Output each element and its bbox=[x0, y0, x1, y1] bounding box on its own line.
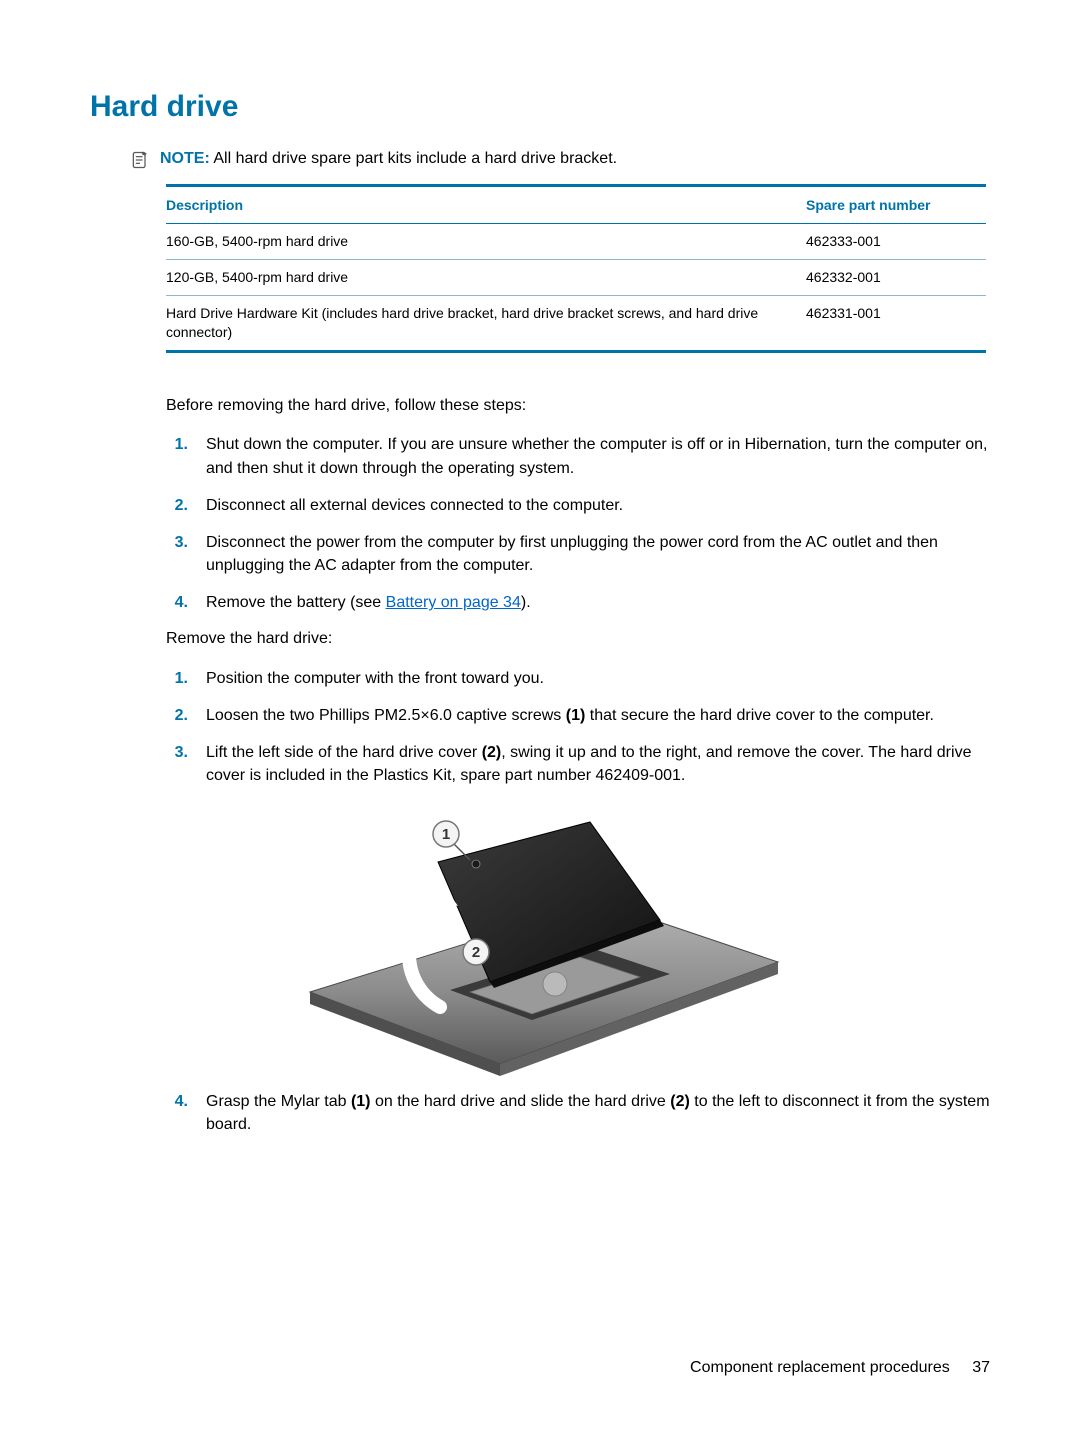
table-cell-num: 462331-001 bbox=[806, 296, 986, 352]
table-row: 160-GB, 5400-rpm hard drive 462333-001 bbox=[166, 224, 986, 260]
page-footer: Component replacement procedures 37 bbox=[690, 1359, 990, 1377]
prep-steps-list: 1. Shut down the computer. If you are un… bbox=[166, 433, 990, 614]
note-label: NOTE: bbox=[160, 150, 210, 167]
note-text: NOTE: All hard drive spare part kits inc… bbox=[160, 148, 617, 170]
table-cell-num: 462332-001 bbox=[806, 260, 986, 296]
table-row: Hard Drive Hardware Kit (includes hard d… bbox=[166, 296, 986, 352]
step-text: Disconnect all external devices connecte… bbox=[206, 494, 990, 517]
list-item: 1. Shut down the computer. If you are un… bbox=[166, 433, 990, 479]
note-icon bbox=[130, 150, 150, 170]
figure-badge-1: 1 bbox=[442, 826, 450, 843]
step-pre: Loosen the two Phillips PM2.5×6.0 captiv… bbox=[206, 707, 566, 724]
parts-table: Description Spare part number 160-GB, 54… bbox=[166, 184, 986, 353]
table-cell-num: 462333-001 bbox=[806, 224, 986, 260]
step-text: Grasp the Mylar tab (1) on the hard driv… bbox=[206, 1090, 990, 1136]
step-text: Disconnect the power from the computer b… bbox=[206, 531, 990, 577]
step-number: 3. bbox=[166, 741, 188, 787]
remove-steps-list-cont: 4. Grasp the Mylar tab (1) on the hard d… bbox=[166, 1090, 990, 1136]
battery-link[interactable]: Battery on page 34 bbox=[386, 594, 521, 611]
table-row: 120-GB, 5400-rpm hard drive 462332-001 bbox=[166, 260, 986, 296]
table-cell-desc: Hard Drive Hardware Kit (includes hard d… bbox=[166, 296, 806, 352]
step-text: Remove the battery (see Battery on page … bbox=[206, 591, 990, 614]
table-header-partnumber: Spare part number bbox=[806, 186, 986, 224]
table-cell-desc: 120-GB, 5400-rpm hard drive bbox=[166, 260, 806, 296]
step-number: 1. bbox=[166, 667, 188, 690]
step-number: 2. bbox=[166, 494, 188, 517]
step-pre: Lift the left side of the hard drive cov… bbox=[206, 744, 482, 761]
footer-page-number: 37 bbox=[972, 1359, 990, 1376]
callout: (2) bbox=[482, 744, 502, 761]
list-item: 4. Remove the battery (see Battery on pa… bbox=[166, 591, 990, 614]
list-item: 4. Grasp the Mylar tab (1) on the hard d… bbox=[166, 1090, 990, 1136]
step-post: ). bbox=[521, 594, 531, 611]
list-item: 1. Position the computer with the front … bbox=[166, 667, 990, 690]
hard-drive-figure: 1 2 bbox=[300, 802, 780, 1078]
callout: (2) bbox=[670, 1093, 690, 1110]
callout: (1) bbox=[566, 707, 586, 724]
note-block: NOTE: All hard drive spare part kits inc… bbox=[130, 142, 990, 180]
page: Hard drive NOTE: All hard drive spare pa… bbox=[0, 0, 1080, 1437]
step-number: 1. bbox=[166, 433, 188, 479]
step-text: Shut down the computer. If you are unsur… bbox=[206, 433, 990, 479]
figure-container: 1 2 bbox=[90, 802, 990, 1078]
figure-badge-2: 2 bbox=[472, 944, 480, 961]
step-post: that secure the hard drive cover to the … bbox=[585, 707, 934, 724]
list-item: 3. Lift the left side of the hard drive … bbox=[166, 741, 990, 787]
step-pre: Remove the battery (see bbox=[206, 594, 386, 611]
step-text: Loosen the two Phillips PM2.5×6.0 captiv… bbox=[206, 704, 990, 727]
step-mid: on the hard drive and slide the hard dri… bbox=[371, 1093, 671, 1110]
remove-steps-list: 1. Position the computer with the front … bbox=[166, 667, 990, 788]
list-item: 2. Loosen the two Phillips PM2.5×6.0 cap… bbox=[166, 704, 990, 727]
step-text: Lift the left side of the hard drive cov… bbox=[206, 741, 990, 787]
table-cell-desc: 160-GB, 5400-rpm hard drive bbox=[166, 224, 806, 260]
table-header-description: Description bbox=[166, 186, 806, 224]
step-pre: Grasp the Mylar tab bbox=[206, 1093, 351, 1110]
list-item: 2. Disconnect all external devices conne… bbox=[166, 494, 990, 517]
step-text: Position the computer with the front tow… bbox=[206, 667, 990, 690]
remove-intro: Remove the hard drive: bbox=[166, 628, 990, 650]
section-title: Hard drive bbox=[90, 90, 990, 124]
note-body: All hard drive spare part kits include a… bbox=[213, 150, 617, 167]
intro-paragraph: Before removing the hard drive, follow t… bbox=[166, 395, 990, 417]
callout: (1) bbox=[351, 1093, 371, 1110]
step-number: 3. bbox=[166, 531, 188, 577]
list-item: 3. Disconnect the power from the compute… bbox=[166, 531, 990, 577]
table-header-row: Description Spare part number bbox=[166, 186, 986, 224]
footer-label: Component replacement procedures bbox=[690, 1359, 950, 1376]
step-number: 4. bbox=[166, 591, 188, 614]
step-number: 2. bbox=[166, 704, 188, 727]
step-number: 4. bbox=[166, 1090, 188, 1136]
